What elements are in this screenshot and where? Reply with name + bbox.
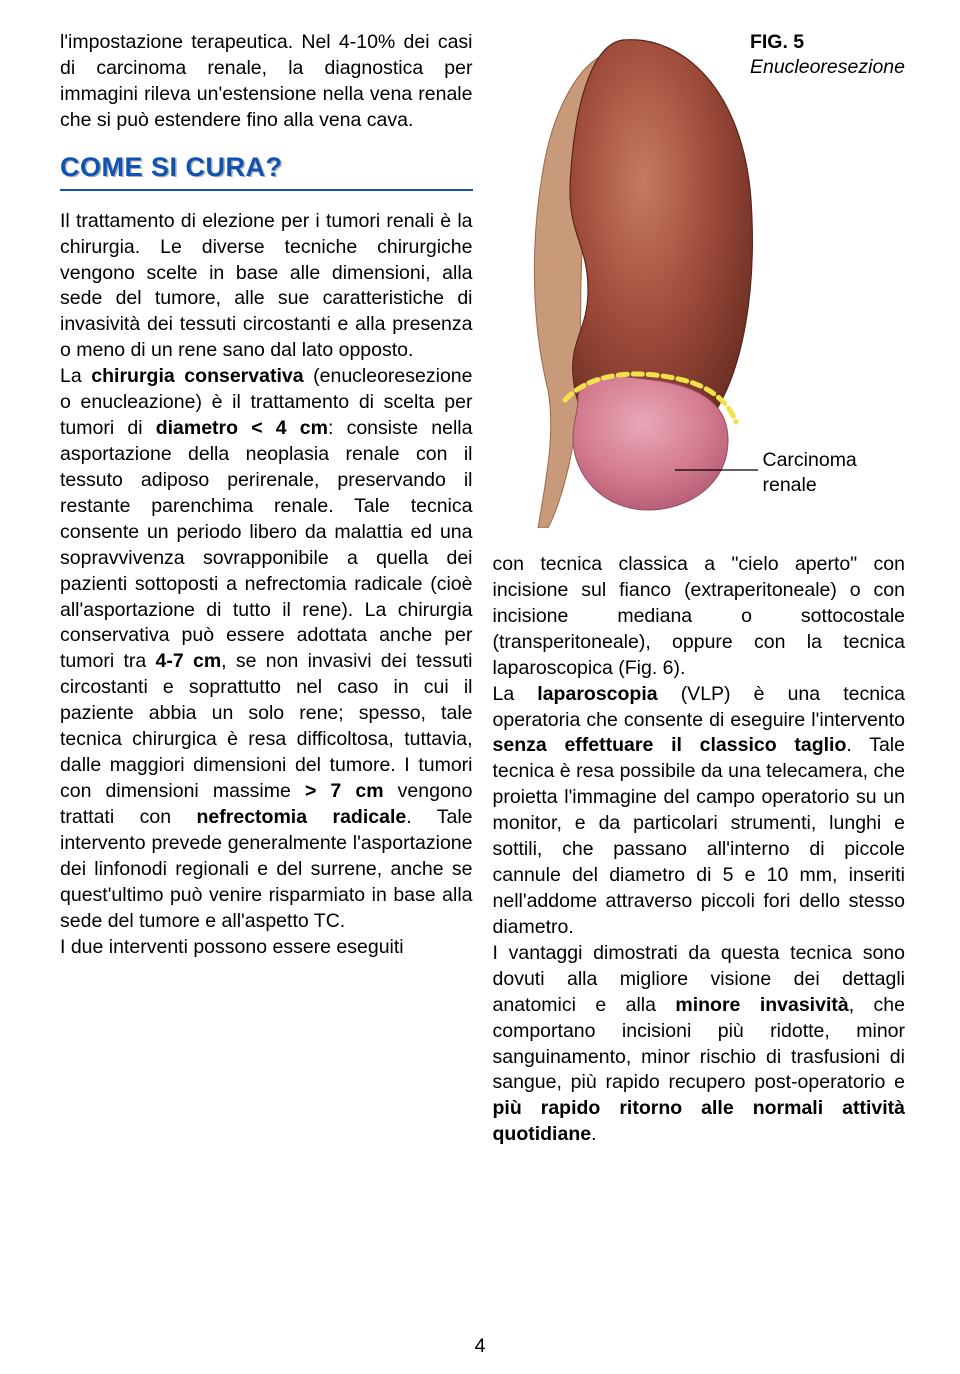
body-paragraph-1: Il trattamento di elezione per i tumori … (60, 209, 473, 365)
figure-5: FIG. 5 Enucleoresezione (493, 30, 906, 530)
figure-caption: FIG. 5 Enucleoresezione (750, 30, 905, 81)
body-paragraph-3: I due interventi possono essere eseguiti (60, 935, 473, 961)
right-paragraph-2: La laparoscopia (VLP) è una tecnica oper… (493, 682, 906, 941)
right-paragraph-1: con tecnica classica a "cielo aperto" co… (493, 552, 906, 682)
body-paragraph-2: La chirurgia conservativa (enucleoresezi… (60, 364, 473, 934)
kidney-illustration (493, 30, 758, 528)
intro-paragraph: l'impostazione terapeutica. Nel 4-10% de… (60, 30, 473, 134)
anatomy-label: Carcinoma renale (763, 448, 857, 499)
page-number: 4 (475, 1335, 486, 1358)
heading-rule (60, 189, 473, 191)
right-paragraph-3: I vantaggi dimostrati da questa tecnica … (493, 941, 906, 1148)
section-heading: COME SI CURA? (60, 152, 473, 183)
